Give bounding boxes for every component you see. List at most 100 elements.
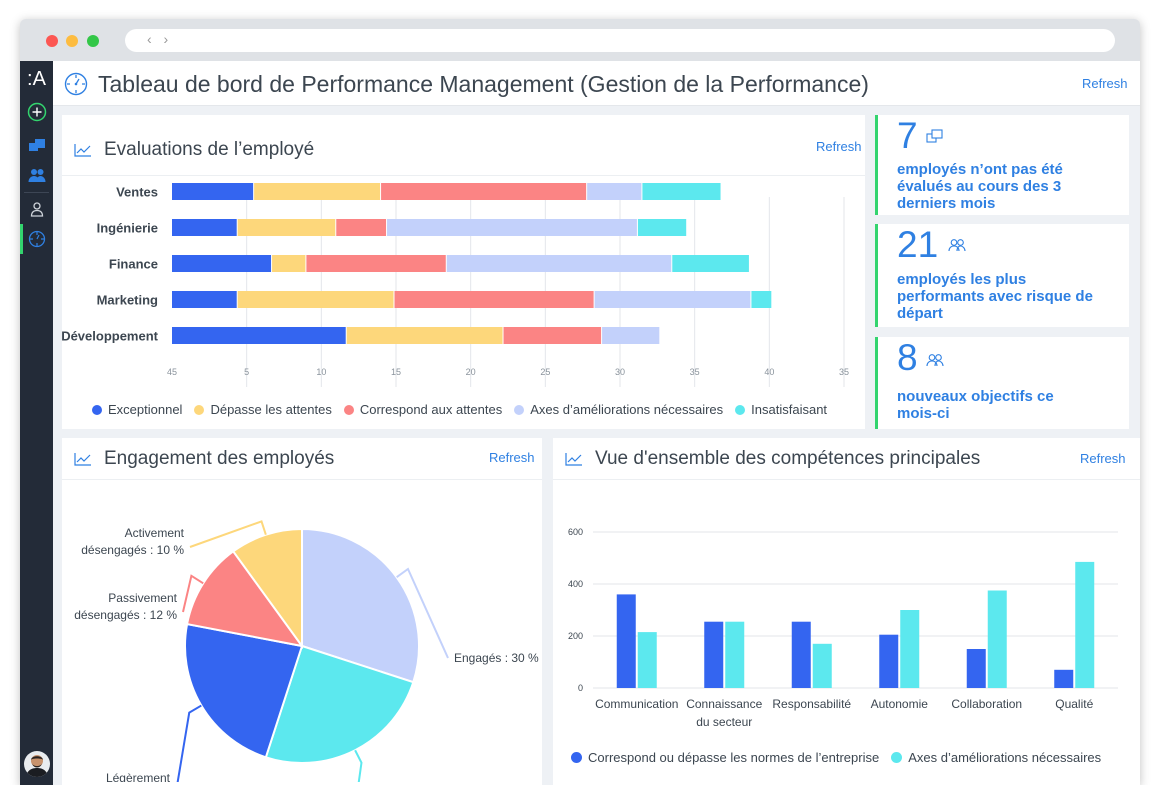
bar-ventes-depasse-les-attentes [254, 183, 381, 200]
legend-item-depasse-les-attentes[interactable]: Dépasse les attentes [194, 402, 332, 417]
x-tick-label: 35 [839, 367, 849, 377]
bar-connaissance-du-secteur-axes-d-ameliorations-necessaires [725, 621, 745, 688]
users-icon [926, 354, 944, 367]
category-label-autonomie: Autonomie [871, 697, 929, 711]
folders-icon [926, 129, 943, 143]
bar-developpement-exceptionnel [172, 327, 346, 344]
bar-finance-insatisfaisant [672, 255, 749, 272]
performance-icon [64, 72, 88, 96]
y-tick-label: 0 [578, 683, 583, 693]
legend-item-axes-d-ameliorations-necessaires[interactable]: Axes d’améliorations nécessaires [891, 750, 1101, 765]
legend-item-axes-d-ameliorations-necessaires[interactable]: Axes d’améliorations nécessaires [514, 402, 723, 417]
pie-slice-engages [301, 527, 420, 684]
browser-window: ‹ › :A Tableau de bord de Per [20, 19, 1140, 785]
bar-developpement-axes-d-ameliorations-necessaires [602, 327, 660, 344]
header-refresh-button[interactable]: Refresh [1082, 76, 1128, 91]
legend-label: Correspond aux attentes [359, 402, 503, 417]
bar-finance-exceptionnel [172, 255, 272, 272]
bar-autonomie-axes-d-ameliorations-necessaires [900, 610, 920, 688]
bar-developpement-correspond-aux-attentes [503, 327, 602, 344]
line-chart-icon [74, 453, 91, 466]
bar-qualite-correspond-ou-depasse-les-normes-de-l-entreprise [1054, 669, 1074, 688]
card-divider [62, 479, 542, 480]
nav-arrows[interactable]: ‹ › [147, 31, 173, 47]
sidebar-item-add[interactable] [20, 101, 53, 123]
engagement-refresh-button[interactable]: Refresh [489, 450, 535, 465]
card-divider [553, 479, 1140, 480]
address-bar[interactable]: ‹ › [125, 29, 1115, 52]
legend-label: Correspond ou dépasse les normes de l’en… [588, 750, 880, 765]
sidebar-item-performance[interactable] [20, 228, 53, 250]
stat-value: 7 [897, 115, 918, 156]
legend-label: Axes d’améliorations nécessaires [908, 750, 1102, 765]
app-logo[interactable]: :A [20, 67, 53, 91]
category-label-developpement: Développement [62, 329, 159, 344]
sidebar-item-folders[interactable] [20, 134, 53, 156]
legend-swatch [343, 404, 354, 415]
dashboard: Tableau de bord de Performance Managemen… [53, 61, 1140, 785]
x-tick-label: 5 [244, 367, 249, 377]
legend-swatch [891, 752, 903, 763]
competences-refresh-button[interactable]: Refresh [1080, 451, 1126, 466]
stat-label: employés les plus performants avec risqu… [897, 271, 1093, 322]
browser-titlebar: ‹ › [20, 19, 1140, 61]
engagement-title: Engagement des employés [104, 448, 335, 469]
legend-item-correspond-ou-depasse-les-normes-de-l-entreprise[interactable]: Correspond ou dépasse les normes de l’en… [571, 750, 879, 765]
maximize-window-button[interactable] [87, 35, 99, 47]
stat-value: 8 [897, 337, 918, 378]
legend-swatch [92, 404, 102, 415]
bar-finance-depasse-les-attentes [272, 255, 306, 272]
bar-communication-correspond-ou-depasse-les-normes-de-l-entreprise [616, 594, 636, 688]
sidebar-active-indicator [20, 224, 23, 254]
bar-developpement-depasse-les-attentes [346, 327, 503, 344]
bar-marketing-insatisfaisant [751, 291, 772, 308]
bar-collaboration-axes-d-ameliorations-necessaires [987, 590, 1007, 688]
bar-finance-axes-d-ameliorations-necessaires [446, 255, 672, 272]
folders-icon [28, 139, 45, 151]
evaluations-legend: Exceptionnel Dépasse les attentes Correspo… [92, 402, 839, 417]
bar-responsabilite-correspond-ou-depasse-les-normes-de-l-entreprise [791, 621, 811, 688]
close-window-button[interactable] [46, 35, 58, 47]
users-icon [948, 239, 966, 252]
avatar[interactable] [24, 751, 50, 777]
legend-label: Insatisfaisant [751, 402, 828, 417]
sidebar-item-team[interactable] [20, 164, 53, 186]
legend-label: Exceptionnel [108, 402, 183, 417]
stat-label: nouveaux objectifs ce mois-ci [897, 388, 1054, 422]
pie-leader-legerement-engages [176, 704, 202, 782]
stat-card-not-evaluated[interactable]: 7 employés n’ont pas été évalués au cour… [875, 115, 1129, 215]
bar-finance-correspond-aux-attentes [306, 255, 446, 272]
competences-title: Vue d'ensemble des compétences principal… [595, 448, 981, 469]
sidebar: :A [20, 61, 53, 785]
legend-item-exceptionnel[interactable]: Exceptionnel [92, 402, 182, 417]
evaluations-refresh-button[interactable]: Refresh [816, 139, 862, 154]
users-icon [28, 169, 45, 182]
legend-item-correspond-aux-attentes[interactable]: Correspond aux attentes [343, 402, 503, 417]
stat-card-risk[interactable]: 21 employés les plus performants avec ri… [875, 224, 1129, 327]
bar-responsabilite-axes-d-ameliorations-necessaires [812, 643, 832, 688]
competences-bar-chart: 0 200 400 600 Communication Connaissance du se… [568, 527, 1118, 729]
page-title: Tableau de bord de Performance Managemen… [98, 71, 869, 97]
competences-legend: Correspond ou dépasse les normes de l’en… [571, 750, 1113, 765]
bar-ventes-insatisfaisant [642, 183, 721, 200]
stat-label: employés n’ont pas été évalués au cours … [897, 161, 1063, 212]
bar-autonomie-correspond-ou-depasse-les-normes-de-l-entreprise [879, 634, 899, 688]
x-tick-label: 30 [615, 367, 625, 377]
engagement-card: Engagement des employés Refresh Engagés … [62, 438, 542, 785]
engagement-pie-chart: Engagés : 30 % Activementengagés : 25 % Lé… [74, 520, 539, 782]
x-tick-label: 40 [764, 367, 774, 377]
category-label-communication: Communication [595, 697, 678, 711]
sidebar-item-profile[interactable] [20, 198, 53, 220]
bar-marketing-depasse-les-attentes [237, 291, 394, 308]
x-tick-label: 10 [316, 367, 326, 377]
x-tick-label: 45 [167, 367, 177, 377]
line-chart-icon [565, 453, 582, 466]
pie-leader-activement-engages [354, 749, 363, 782]
y-tick-label: 600 [568, 527, 583, 537]
card-divider [62, 175, 865, 176]
stat-card-objectives[interactable]: 8 nouveaux objectifs ce mois-ci [875, 337, 1129, 429]
minimize-window-button[interactable] [66, 35, 78, 47]
legend-item-insatisfaisant[interactable]: Insatisfaisant [735, 402, 827, 417]
bar-ingenierie-insatisfaisant [637, 219, 687, 236]
y-tick-label: 400 [568, 579, 583, 589]
